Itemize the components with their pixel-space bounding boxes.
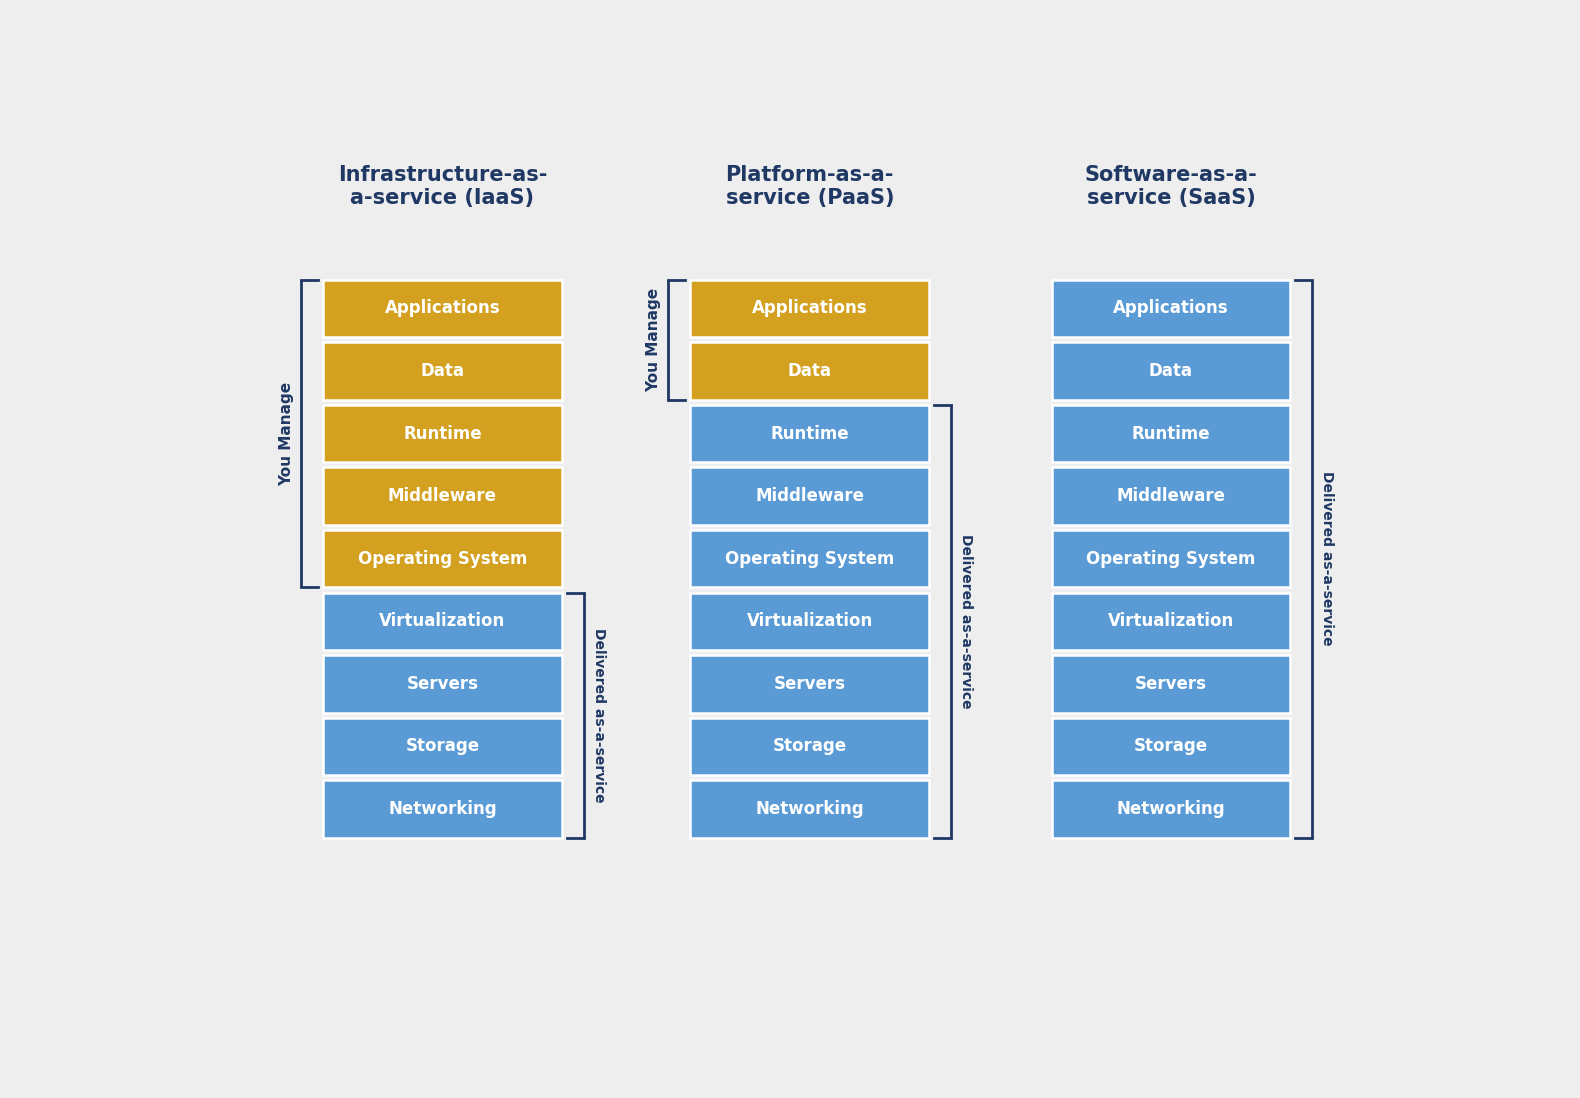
FancyBboxPatch shape xyxy=(690,530,929,587)
Text: Virtualization: Virtualization xyxy=(379,613,506,630)
FancyBboxPatch shape xyxy=(690,718,929,775)
FancyBboxPatch shape xyxy=(322,656,562,713)
FancyBboxPatch shape xyxy=(322,781,562,838)
FancyBboxPatch shape xyxy=(322,343,562,400)
Text: Storage: Storage xyxy=(773,738,847,755)
Text: Middleware: Middleware xyxy=(755,488,864,505)
Text: Virtualization: Virtualization xyxy=(747,613,872,630)
Text: Operating System: Operating System xyxy=(1087,550,1256,568)
FancyBboxPatch shape xyxy=(322,405,562,462)
Text: Data: Data xyxy=(420,362,465,380)
FancyBboxPatch shape xyxy=(690,280,929,337)
FancyBboxPatch shape xyxy=(1052,593,1291,650)
Text: Storage: Storage xyxy=(1134,738,1209,755)
FancyBboxPatch shape xyxy=(322,280,562,337)
Text: Delivered as-a-service: Delivered as-a-service xyxy=(591,628,605,803)
Text: You Manage: You Manage xyxy=(278,381,294,485)
Text: Runtime: Runtime xyxy=(1131,425,1210,442)
Text: Networking: Networking xyxy=(389,800,496,818)
Text: Software-as-a-
service (SaaS): Software-as-a- service (SaaS) xyxy=(1084,165,1258,209)
FancyBboxPatch shape xyxy=(1052,656,1291,713)
FancyBboxPatch shape xyxy=(322,593,562,650)
FancyBboxPatch shape xyxy=(1052,718,1291,775)
Text: Virtualization: Virtualization xyxy=(1108,613,1234,630)
FancyBboxPatch shape xyxy=(690,405,929,462)
Text: Servers: Servers xyxy=(1134,675,1207,693)
Text: Data: Data xyxy=(1149,362,1193,380)
FancyBboxPatch shape xyxy=(1052,468,1291,525)
Text: Runtime: Runtime xyxy=(403,425,482,442)
Text: Networking: Networking xyxy=(755,800,864,818)
FancyBboxPatch shape xyxy=(690,468,929,525)
Text: Servers: Servers xyxy=(406,675,479,693)
FancyBboxPatch shape xyxy=(1052,343,1291,400)
Text: Delivered as-a-service: Delivered as-a-service xyxy=(1321,471,1334,646)
Text: Applications: Applications xyxy=(752,300,867,317)
Text: Runtime: Runtime xyxy=(771,425,848,442)
Text: Middleware: Middleware xyxy=(1117,488,1226,505)
Text: Delivered as-a-service: Delivered as-a-service xyxy=(959,534,973,708)
FancyBboxPatch shape xyxy=(322,718,562,775)
Text: Storage: Storage xyxy=(406,738,479,755)
FancyBboxPatch shape xyxy=(690,593,929,650)
FancyBboxPatch shape xyxy=(1052,280,1291,337)
Text: Applications: Applications xyxy=(384,300,501,317)
FancyBboxPatch shape xyxy=(1052,781,1291,838)
Text: Middleware: Middleware xyxy=(389,488,496,505)
Text: Networking: Networking xyxy=(1117,800,1226,818)
FancyBboxPatch shape xyxy=(322,530,562,587)
Text: Data: Data xyxy=(788,362,831,380)
Text: Servers: Servers xyxy=(774,675,845,693)
FancyBboxPatch shape xyxy=(690,343,929,400)
Text: Platform-as-a-
service (PaaS): Platform-as-a- service (PaaS) xyxy=(725,165,894,209)
Text: Operating System: Operating System xyxy=(357,550,528,568)
FancyBboxPatch shape xyxy=(1052,530,1291,587)
Text: Operating System: Operating System xyxy=(725,550,894,568)
FancyBboxPatch shape xyxy=(322,468,562,525)
Text: Applications: Applications xyxy=(1114,300,1229,317)
Text: You Manage: You Manage xyxy=(646,288,660,392)
Text: Infrastructure-as-
a-service (IaaS): Infrastructure-as- a-service (IaaS) xyxy=(338,165,547,209)
FancyBboxPatch shape xyxy=(690,656,929,713)
FancyBboxPatch shape xyxy=(690,781,929,838)
FancyBboxPatch shape xyxy=(1052,405,1291,462)
